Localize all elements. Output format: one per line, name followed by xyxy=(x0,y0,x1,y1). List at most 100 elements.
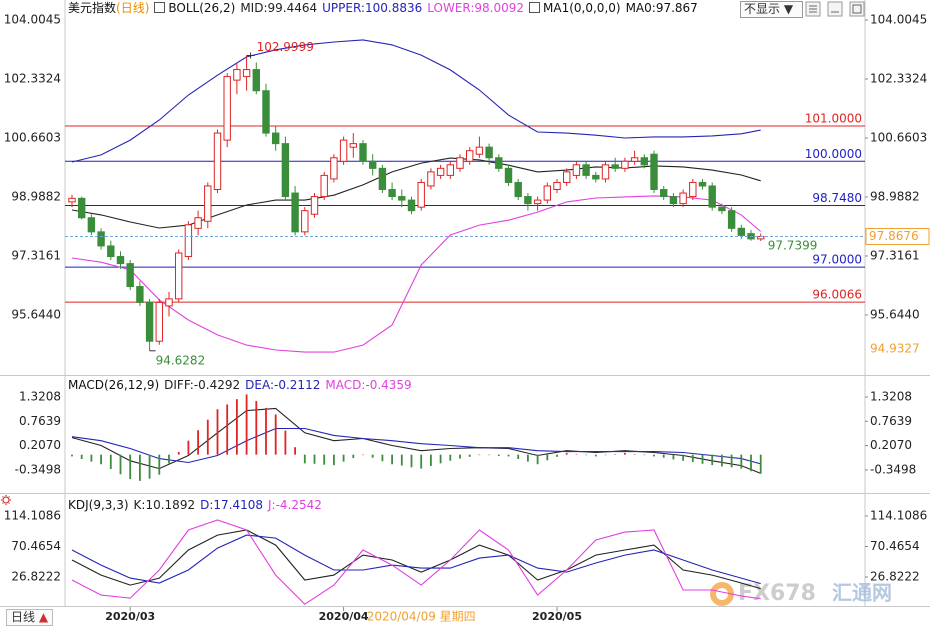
candle-body xyxy=(233,69,241,81)
candle-body xyxy=(339,139,348,162)
macd-bar xyxy=(478,454,481,456)
candle-body xyxy=(660,189,668,198)
macd-bar xyxy=(604,454,607,456)
panel: 1.3208 1.3208 0.7639 0.7639 0.2070 0.2070 -0.3… xyxy=(15,389,916,481)
high-label: 102.9999 xyxy=(257,40,314,54)
toolbar-icons xyxy=(805,1,865,17)
macd-bar xyxy=(80,454,83,460)
period-label: 日线 xyxy=(11,610,36,624)
legend-entry: MA0:97.867 xyxy=(625,1,698,15)
candle-body xyxy=(116,256,125,265)
candle-body xyxy=(77,197,86,219)
panel: 114.1086 114.1086 70.4654 70.4654 26.8222 26.… xyxy=(4,508,928,623)
indicator-line xyxy=(71,195,762,353)
macd-bar xyxy=(488,454,491,456)
macd-bar xyxy=(682,454,685,461)
y-tick-label: -0.3498 xyxy=(870,462,916,476)
macd-bar xyxy=(410,454,413,468)
macd-bar xyxy=(507,454,510,457)
macd-bar xyxy=(216,409,219,455)
candle-body xyxy=(87,217,96,233)
candle-body xyxy=(446,164,455,176)
macd-bar xyxy=(439,454,442,464)
x-tick-label: 2020/05 xyxy=(532,610,582,623)
candle-body xyxy=(640,157,649,166)
macd-bar xyxy=(168,454,170,464)
cursor-date-label: 2020/04/09 星期四 xyxy=(367,610,476,624)
macd-bar xyxy=(197,430,199,455)
candle-body xyxy=(572,164,581,176)
legend-entry: MA1(0,0,0,0) xyxy=(543,1,621,15)
macd-bar xyxy=(245,394,248,455)
candle-body xyxy=(242,69,251,78)
candle-body xyxy=(504,167,513,183)
indicator-name: BOLL(26,2) xyxy=(168,1,236,15)
watermark-logo-inner xyxy=(716,588,728,600)
y-tick-label: 98.9882 xyxy=(870,189,920,203)
candle-body xyxy=(320,174,328,198)
candle-body xyxy=(601,164,610,180)
y-tick-label: 98.9882 xyxy=(11,189,61,203)
y-tick-label: 100.6603 xyxy=(4,130,61,144)
macd-bar xyxy=(100,454,102,465)
candle-body xyxy=(310,196,319,215)
candle-body xyxy=(475,146,484,155)
macd-bar xyxy=(206,419,209,455)
candle-body xyxy=(301,210,309,233)
macd-bar xyxy=(643,454,646,456)
y-tick-label: 97.3161 xyxy=(11,248,61,262)
legend-entry: DIFF:-0.4292 xyxy=(164,378,241,392)
legend-entry: K:10.1892 xyxy=(133,498,196,512)
candle-body xyxy=(223,76,231,141)
legend: 美元指数(日线) BOLL(26,2) MID:99.4464 UPPER:100.8… xyxy=(68,0,703,16)
y-tick-label: 114.1086 xyxy=(4,508,61,522)
candle-body xyxy=(708,185,716,208)
macd-bar xyxy=(274,414,277,455)
x-tick-label: 2020/04 xyxy=(319,610,369,623)
candle-body xyxy=(145,301,154,342)
macd-bar xyxy=(711,454,714,466)
y-tick-label: 1.3208 xyxy=(870,389,912,403)
macd-bar xyxy=(497,454,500,456)
macd-bar xyxy=(177,452,180,455)
candle-body xyxy=(398,196,406,201)
candle-body xyxy=(495,157,503,169)
maximize-icon[interactable] xyxy=(849,1,865,17)
candle-body xyxy=(456,157,464,169)
legend-entry: J:-4.2542 xyxy=(268,498,322,512)
candle-body xyxy=(194,217,202,229)
candle-body xyxy=(213,132,222,191)
candle-body xyxy=(533,199,542,205)
grid-icon-lines xyxy=(809,5,817,13)
macd-bar xyxy=(546,454,549,461)
indicator-line xyxy=(71,407,761,474)
macd-bar xyxy=(129,454,132,480)
candle-body xyxy=(427,171,435,187)
legend-entry: MID:99.4464 xyxy=(240,1,318,15)
minimize-icon[interactable] xyxy=(827,1,843,17)
candle-body xyxy=(698,181,707,187)
chart-subtitle: (日线) xyxy=(116,1,150,15)
macd-bar xyxy=(119,454,122,475)
display-select[interactable]: 不显示 ▼ xyxy=(740,1,803,18)
indicator-icon xyxy=(529,2,541,13)
macd-bar xyxy=(138,454,141,481)
period-button[interactable]: 日线 ▲ xyxy=(6,609,54,626)
candle-body xyxy=(553,181,561,191)
candle-body xyxy=(136,286,144,303)
settings-icon[interactable] xyxy=(1,495,11,505)
macd-bar xyxy=(459,454,461,459)
candle-body xyxy=(368,160,377,169)
macd-bar xyxy=(332,454,335,466)
candle-body xyxy=(155,301,163,342)
last-price-label: 97.8676 xyxy=(869,229,919,243)
macd-bar xyxy=(585,454,588,456)
panel: 104.0045 104.0045 102.3324 102.3324 100.6603… xyxy=(4,13,930,367)
watermark: FX678 汇通网 xyxy=(710,581,892,606)
level-label: 101.0000 xyxy=(805,112,862,126)
macd-bar xyxy=(255,400,258,455)
macd-bar xyxy=(614,454,617,455)
recent-low-label: 97.7399 xyxy=(768,239,818,253)
macd-bar xyxy=(71,454,73,457)
